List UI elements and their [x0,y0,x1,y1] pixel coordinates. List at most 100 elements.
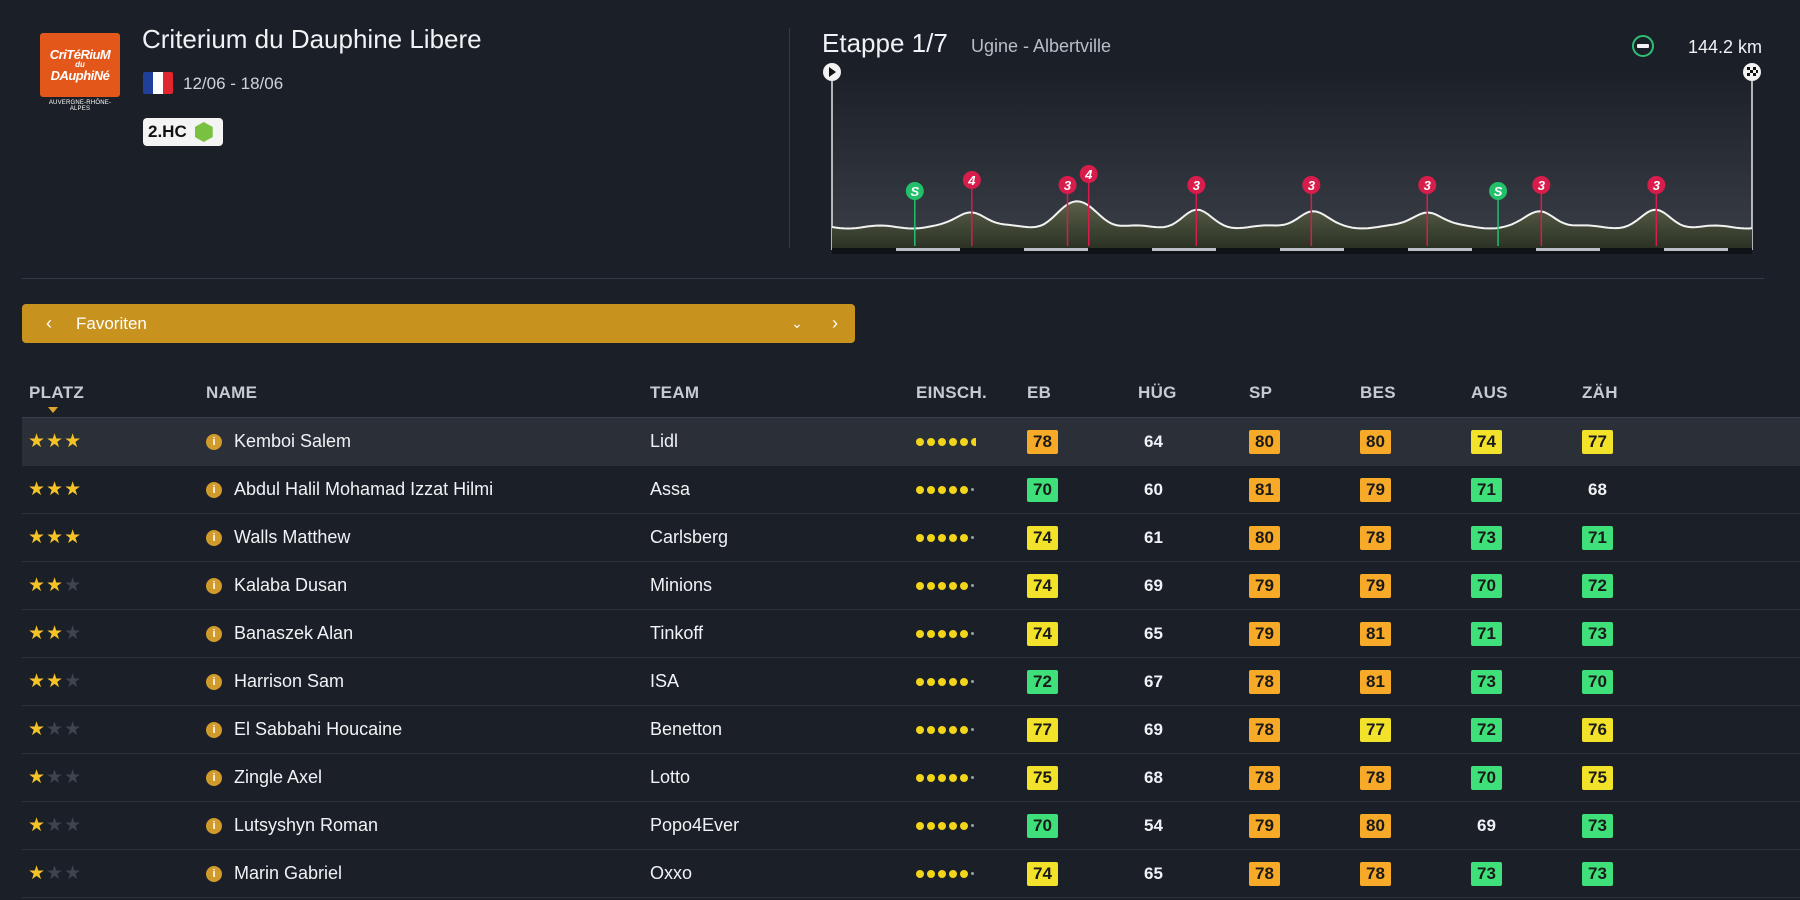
climb-marker[interactable]: 3 [1418,176,1437,246]
rating-dots-icon [916,706,974,753]
chevron-right-icon[interactable]: › [832,313,838,333]
race-logo: CriTéRiuM du DAuphiNé AUVERGNE-RHÔNE-ALP… [40,33,120,112]
stat-value: 70 [1027,814,1058,838]
info-icon[interactable]: i [206,530,222,546]
stat-value: 74 [1027,862,1058,886]
info-icon[interactable]: i [206,674,222,690]
info-icon[interactable]: i [206,722,222,738]
table-row[interactable]: ★★★ i Harrison Sam ISA 72 67 78 81 73 70 [22,658,1800,706]
rider-name[interactable]: Kalaba Dusan [234,575,348,595]
rider-team: ISA [650,671,680,691]
stat-value: 69 [1144,576,1163,595]
table-row[interactable]: ★★★ i Marin Gabriel Oxxo 74 65 78 78 73 73 [22,850,1800,898]
stat-value: 61 [1144,528,1163,547]
stat-value: 70 [1471,766,1502,790]
rider-name[interactable]: Kemboi Salem [234,431,352,451]
climb-marker[interactable]: 3 [1187,176,1206,246]
col-bes[interactable]: BES [1360,383,1396,402]
sprint-marker[interactable]: S [1489,182,1508,246]
col-aus[interactable]: AUS [1471,383,1508,402]
stat-value: 73 [1471,670,1502,694]
km-segment [1536,248,1600,251]
hexagon-icon [194,122,213,142]
col-zah[interactable]: ZÄH [1582,383,1618,402]
chevron-left-icon[interactable]: ‹ [46,313,52,333]
info-icon[interactable]: i [206,578,222,594]
stat-value: 68 [1588,480,1607,499]
stat-value: 72 [1471,718,1502,742]
info-icon[interactable]: i [206,434,222,450]
rider-name[interactable]: Zingle Axel [234,767,323,787]
rating-dots-icon [916,754,974,801]
info-icon[interactable]: i [206,866,222,882]
rating-stars-icon: ★★★ [28,863,83,884]
climb-marker[interactable]: 3 [1058,176,1077,246]
france-flag-icon [143,72,173,94]
info-icon[interactable]: i [206,818,222,834]
rating-stars-icon: ★★★ [28,527,83,548]
stat-value: 65 [1144,864,1163,883]
rider-name[interactable]: Walls Matthew [234,527,351,547]
stat-value: 77 [1360,718,1391,742]
ranking-selector[interactable]: ‹ Favoriten ⌄ › [22,304,855,343]
rating-dots-icon [916,466,974,513]
col-sp[interactable]: SP [1249,383,1273,402]
table-header: PLATZ NAME TEAM EINSCH. EB HÜG SP BES AU… [22,380,1800,417]
col-einsch[interactable]: EINSCH. [916,383,988,402]
info-icon[interactable]: i [206,770,222,786]
table-row[interactable]: ★★★ i El Sabbahi Houcaine Benetton 77 69 78 77 7… [22,706,1800,754]
stat-value: 70 [1027,478,1058,502]
rating-dots-icon [916,610,974,657]
stat-value: 71 [1582,526,1613,550]
climb-marker[interactable]: 4 [962,171,981,246]
rider-name[interactable]: El Sabbahi Houcaine [234,719,403,739]
col-name[interactable]: NAME [206,383,258,402]
col-rank[interactable]: PLATZ [29,383,85,402]
climb-marker[interactable]: 4 [1079,165,1098,246]
stat-value: 79 [1360,478,1391,502]
table-row[interactable]: ★★★ i Walls Matthew Carlsberg 74 61 80 78 73 71 [22,514,1800,562]
rider-team: Popo4Ever [650,815,740,835]
table-row[interactable]: ★★★ i Lutsyshyn Roman Popo4Ever 70 54 79 80 69 73 [22,802,1800,850]
chevron-down-icon[interactable]: ⌄ [791,315,803,331]
marker-label: 4 [967,173,976,188]
stat-value: 78 [1360,766,1391,790]
stat-value: 64 [1144,432,1163,451]
climb-marker[interactable]: 3 [1302,176,1321,246]
table-row[interactable]: ★★★ i Zingle Axel Lotto 75 68 78 78 70 75 [22,754,1800,802]
climb-marker[interactable]: 3 [1647,176,1666,246]
stat-value: 79 [1249,814,1280,838]
stat-value: 78 [1249,718,1280,742]
info-icon[interactable]: i [206,626,222,642]
selector-label[interactable]: Favoriten [76,314,147,333]
table-row[interactable]: ★★★ i Banaszek Alan Tinkoff 74 65 79 81 71 73 [22,610,1800,658]
rider-name[interactable]: Marin Gabriel [234,863,343,883]
sort-desc-icon [48,407,58,413]
rider-name[interactable]: Banaszek Alan [234,623,354,643]
rider-name[interactable]: Harrison Sam [234,671,345,691]
logo-text: DAuphiNé [50,68,110,83]
category-label: 2.HC [148,122,187,141]
rating-dots-icon [916,562,974,609]
rider-team: Minions [650,575,713,595]
col-team[interactable]: TEAM [650,383,700,402]
stage-profile[interactable]: S4 343 3 3 S 3 3 [822,60,1762,255]
km-segment [1152,248,1216,251]
col-eb[interactable]: EB [1027,383,1052,402]
table-row[interactable]: ★★★ i Abdul Halil Mohamad Izzat Hilmi Assa 7… [22,466,1800,514]
table-row[interactable]: ★★★ i Kalaba Dusan Minions 74 69 79 79 70 72 [22,562,1800,610]
marker-label: 3 [1424,178,1432,193]
stat-value: 80 [1249,430,1280,454]
stat-value: 69 [1144,720,1163,739]
info-icon[interactable]: i [206,482,222,498]
rider-name[interactable]: Lutsyshyn Roman [234,815,379,835]
logo-text: CriTéRiuM [49,47,111,62]
marker-label: 4 [1084,167,1093,182]
climb-marker[interactable]: 3 [1532,176,1551,246]
stat-value: 68 [1144,768,1163,787]
marker-label: 3 [1538,178,1546,193]
rider-name[interactable]: Abdul Halil Mohamad Izzat Hilmi [234,479,494,499]
sprint-marker[interactable]: S [905,182,924,246]
table-row[interactable]: ★★★ i Kemboi Salem Lidl 78 64 80 80 74 77 [22,417,1800,466]
col-hug[interactable]: HÜG [1138,383,1177,402]
